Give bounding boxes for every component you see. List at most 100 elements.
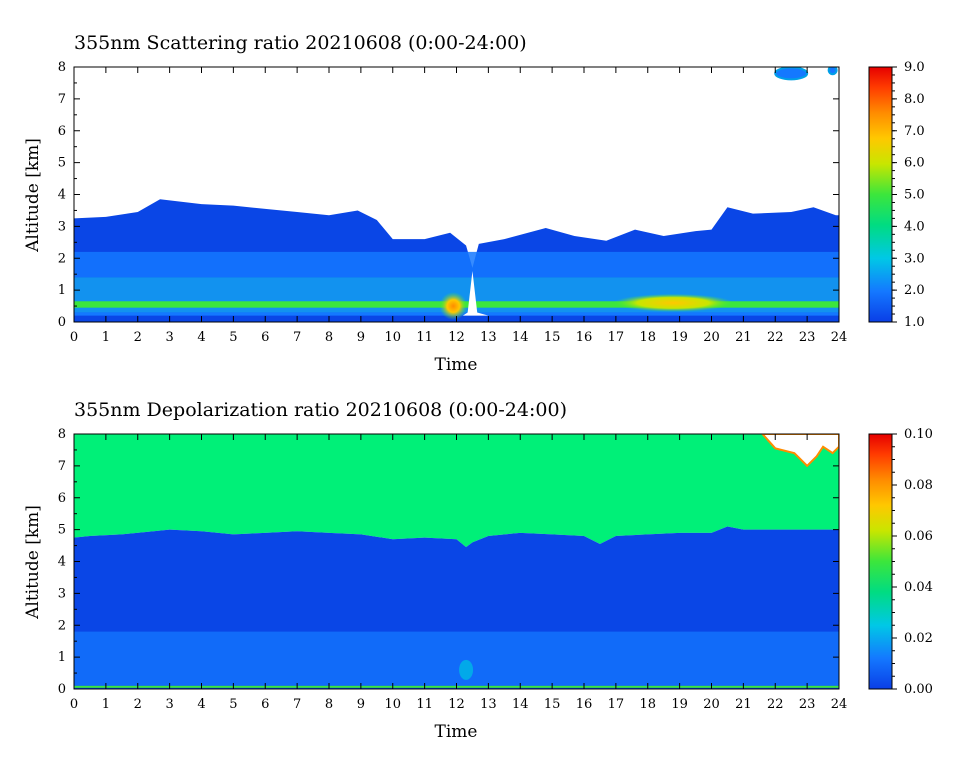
colorbar-tick-label: 9.0 [904,60,925,75]
x-tick-label: 15 [544,697,561,712]
x-tick-label: 7 [293,697,301,712]
colorbar-tick-label: 0.08 [904,478,933,493]
x-tick-label: 14 [512,330,529,345]
x-tick-label: 12 [448,330,465,345]
colorbar-tick-label: 6.0 [904,156,925,171]
x-tick-label: 12 [448,697,465,712]
chart-title: 355nm Scattering ratio 20210608 (0:00-24… [74,32,527,54]
y-tick-label: 4 [58,555,66,570]
colorbar-ramp [868,433,893,690]
feature-hotspot-12h [439,292,468,321]
colorbar-ticks: 1.0 2.0 3.0 4.0 5.0 6.0 7.0 8.0 9.0 [892,60,925,330]
colorbar-tick-label: 0.02 [904,631,933,646]
colorbar-tick-label: 0.04 [904,580,933,595]
colorbar-tick-label: 2.0 [904,283,925,298]
x-tick-label: 18 [639,330,656,345]
x-tick-label: 0 [70,697,78,712]
upper-layer [74,434,839,548]
layer-mid [74,251,839,278]
x-tick-label: 5 [229,330,237,345]
colorbar-tick-label: 8.0 [904,92,925,107]
y-tick-label: 1 [58,650,66,665]
colorbar-tick-label: 4.0 [904,219,925,234]
x-tick-label: 5 [229,697,237,712]
near-surface-layer [74,631,839,686]
x-tick-label: 14 [512,697,529,712]
y-tick-label: 2 [58,251,66,266]
x-tick-label: 4 [197,697,205,712]
clear-gap-13h [462,271,489,316]
y-tick-label: 1 [58,283,66,298]
x-tick-label: 19 [671,697,688,712]
feature-high-cloud-24h [827,67,838,76]
feature-high-cloud-22-23h [774,67,809,81]
y-tick-label: 5 [58,156,66,171]
x-tick-label: 21 [735,697,752,712]
feature-12h-spot [459,659,474,680]
colorbar-tick-label: 0.10 [904,427,933,442]
x-tick-label: 17 [608,330,625,345]
chart-title: 355nm Depolarization ratio 20210608 (0:0… [74,399,567,421]
colorbar-ticks: 0.00 0.02 0.04 0.06 0.08 0.10 [892,427,933,697]
x-tick-label: 0 [70,330,78,345]
x-tick-label: 19 [671,330,688,345]
x-tick-label: 1 [102,697,110,712]
x-tick-label: 10 [384,330,401,345]
x-tick-label: 11 [416,330,433,345]
plot-area [74,67,839,322]
colorbar-tick-label: 5.0 [904,188,925,203]
x-tick-label: 17 [608,697,625,712]
x-tick-label: 13 [480,697,497,712]
y-tick-label: 6 [58,124,66,139]
depolarization-ratio-panel: 355nm Depolarization ratio 20210608 (0:0… [23,399,933,742]
x-tick-label: 9 [357,697,365,712]
x-tick-label: 6 [261,330,269,345]
x-tick-label: 11 [416,697,433,712]
x-tick-label: 8 [325,697,333,712]
x-tick-label: 13 [480,330,497,345]
x-tick-label: 22 [767,697,784,712]
x-tick-label: 20 [703,330,720,345]
x-axis-label: Time [435,722,478,742]
feature-band-18-20h [613,293,734,312]
colorbar-tick-label: 0.00 [904,682,933,697]
y-tick-label: 6 [58,491,66,506]
plot-area [74,434,839,689]
x-tick-label: 23 [799,697,816,712]
x-axis-label: Time [435,355,478,375]
x-tick-label: 1 [102,330,110,345]
x-tick-label: 8 [325,330,333,345]
x-tick-label: 21 [735,330,752,345]
y-axis-label: Altitude [km] [23,138,43,253]
y-tick-label: 5 [58,523,66,538]
y-tick-label: 3 [58,219,66,234]
y-tick-label: 0 [58,315,66,330]
y-axis-label: Altitude [km] [23,505,43,620]
x-axis: 0 1 2 3 4 5 6 7 8 9 10 11 12 13 14 15 16 17 18 19 20 21 22 23 24 [70,434,847,712]
y-tick-label: 7 [58,92,66,107]
x-tick-label: 7 [293,330,301,345]
x-tick-label: 16 [576,330,593,345]
y-tick-label: 8 [58,427,66,442]
colorbar: 0.00 0.02 0.04 0.06 0.08 0.10 [868,427,933,697]
y-tick-label: 7 [58,459,66,474]
y-tick-label: 8 [58,60,66,75]
colorbar-tick-label: 1.0 [904,315,925,330]
x-tick-label: 15 [544,330,561,345]
x-tick-label: 9 [357,330,365,345]
x-tick-label: 16 [576,697,593,712]
y-tick-label: 4 [58,188,66,203]
colorbar: 1.0 2.0 3.0 4.0 5.0 6.0 7.0 8.0 9.0 [868,60,925,330]
x-tick-label: 6 [261,697,269,712]
x-tick-label: 2 [134,330,142,345]
colorbar-tick-label: 3.0 [904,251,925,266]
x-tick-label: 24 [831,330,848,345]
y-tick-label: 0 [58,682,66,697]
x-tick-label: 18 [639,697,656,712]
x-tick-label: 10 [384,697,401,712]
y-tick-label: 2 [58,618,66,633]
colorbar-tick-label: 7.0 [904,124,925,139]
colorbar-tick-label: 0.06 [904,529,933,544]
colorbar-ramp [868,66,893,323]
